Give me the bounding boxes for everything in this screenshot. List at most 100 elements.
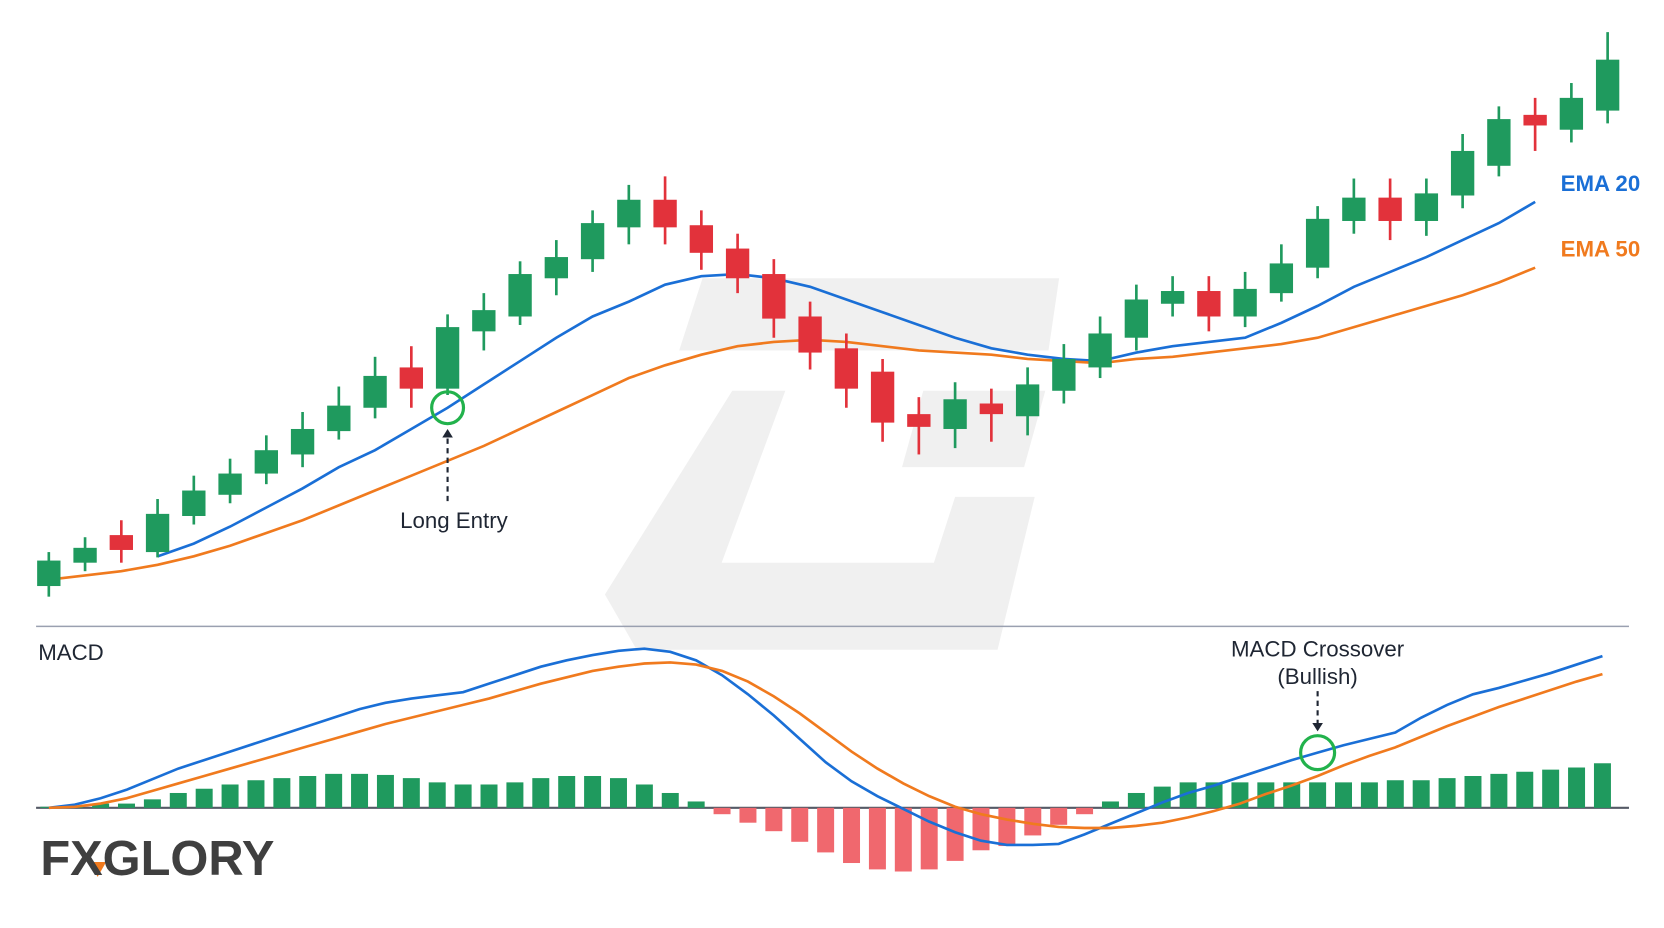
ema-line	[157, 200, 1536, 558]
histogram-bar	[506, 782, 524, 808]
histogram-bar	[661, 792, 679, 808]
candle-body	[37, 560, 61, 587]
histogram-bar	[946, 807, 964, 861]
histogram-bar	[1412, 780, 1430, 808]
arrow-head	[442, 428, 453, 438]
histogram-bar	[817, 807, 835, 853]
candle-body	[943, 399, 967, 429]
candle-body	[653, 199, 677, 228]
histogram-bar	[143, 799, 161, 808]
histogram-bar	[1360, 782, 1378, 808]
histogram-bar	[1283, 782, 1301, 808]
histogram-bar	[609, 778, 627, 808]
candle-body	[979, 403, 1004, 415]
logo: FXGLORY	[40, 832, 274, 886]
histogram-bar	[687, 801, 705, 808]
histogram-bar	[454, 784, 472, 808]
candle-body	[1595, 59, 1620, 111]
histogram-bar	[635, 784, 653, 808]
candle-body	[1414, 193, 1439, 221]
histogram-bar	[998, 807, 1016, 847]
candle-body	[1342, 197, 1366, 221]
histogram-bar	[351, 773, 369, 808]
histogram-bar	[791, 807, 809, 842]
histogram-bar	[428, 782, 446, 808]
histogram-bar	[273, 778, 291, 808]
candle-body	[1052, 358, 1076, 391]
candle-body	[109, 535, 133, 550]
candle-body	[689, 225, 714, 253]
histogram-bar	[713, 807, 731, 815]
histogram-bar	[1309, 782, 1327, 808]
legend-label: EMA 50	[1561, 237, 1641, 262]
histogram-bar	[843, 807, 861, 864]
histogram-bar	[1490, 773, 1508, 808]
candle-body	[870, 371, 895, 423]
histogram-bar	[169, 792, 187, 808]
annotation: Long Entry	[400, 508, 509, 533]
histogram-bar	[1386, 780, 1404, 808]
candle-body	[399, 367, 424, 389]
histogram-bar	[1101, 801, 1119, 808]
candle-body	[544, 257, 569, 279]
candle-body	[762, 274, 786, 319]
candle-body	[798, 316, 822, 353]
candle-body	[1233, 288, 1257, 317]
candle-body	[508, 274, 532, 317]
histogram-bar	[1568, 767, 1586, 808]
candle-body	[290, 428, 315, 455]
histogram-bar	[195, 788, 213, 808]
ema-line	[48, 266, 1536, 581]
candle-body	[1160, 291, 1185, 304]
macd-line	[48, 661, 1603, 830]
annotation: MACD Crossover	[1231, 637, 1405, 662]
watermark-shape	[902, 390, 1046, 468]
histogram-bar	[1024, 807, 1042, 836]
histogram-bar	[1335, 782, 1352, 808]
histogram-bar	[221, 784, 239, 808]
histogram-bar	[1464, 776, 1482, 808]
candle-body	[363, 375, 387, 408]
candle-body	[472, 310, 496, 332]
candle-body	[725, 248, 750, 279]
candle-body	[182, 490, 206, 516]
candle-body	[1487, 119, 1511, 166]
candle-body	[1269, 263, 1294, 294]
candle-body	[145, 513, 170, 553]
plot-layer: EMA 20 EMA 50 Long Entry MACD Crossover(Bul…	[37, 32, 1641, 872]
histogram-bar	[1179, 782, 1197, 808]
candle-body	[907, 414, 931, 427]
histogram-bar	[1516, 771, 1534, 808]
candle-body	[1378, 197, 1402, 221]
histogram-bar	[1127, 792, 1145, 808]
annotation: (Bullish)	[1277, 664, 1357, 689]
candle-body	[617, 199, 641, 228]
histogram-bar	[118, 803, 135, 808]
histogram-bar	[376, 774, 394, 808]
candle-body	[1124, 299, 1149, 338]
histogram-bar	[247, 780, 265, 808]
watermark	[604, 278, 1060, 650]
histogram-bar	[325, 773, 343, 808]
histogram-bar	[1542, 769, 1560, 808]
candle-body	[1197, 291, 1221, 317]
histogram-bar	[299, 776, 317, 808]
histogram-bar	[868, 807, 886, 870]
candle-body	[580, 223, 605, 260]
histogram-bar	[1153, 786, 1171, 808]
candle-body	[1450, 150, 1475, 196]
arrow-head	[1312, 722, 1323, 732]
candle-body	[254, 450, 278, 474]
watermark-shape	[679, 278, 1060, 351]
histogram-bar	[920, 807, 938, 870]
candle-body	[435, 327, 460, 389]
candle-body	[1559, 97, 1584, 130]
candle-body	[1088, 333, 1112, 368]
histogram-bar	[92, 803, 110, 808]
histogram-bar	[1205, 782, 1223, 808]
histogram-bar	[1076, 807, 1094, 815]
histogram-bar	[894, 807, 912, 872]
macd-line	[48, 647, 1603, 847]
